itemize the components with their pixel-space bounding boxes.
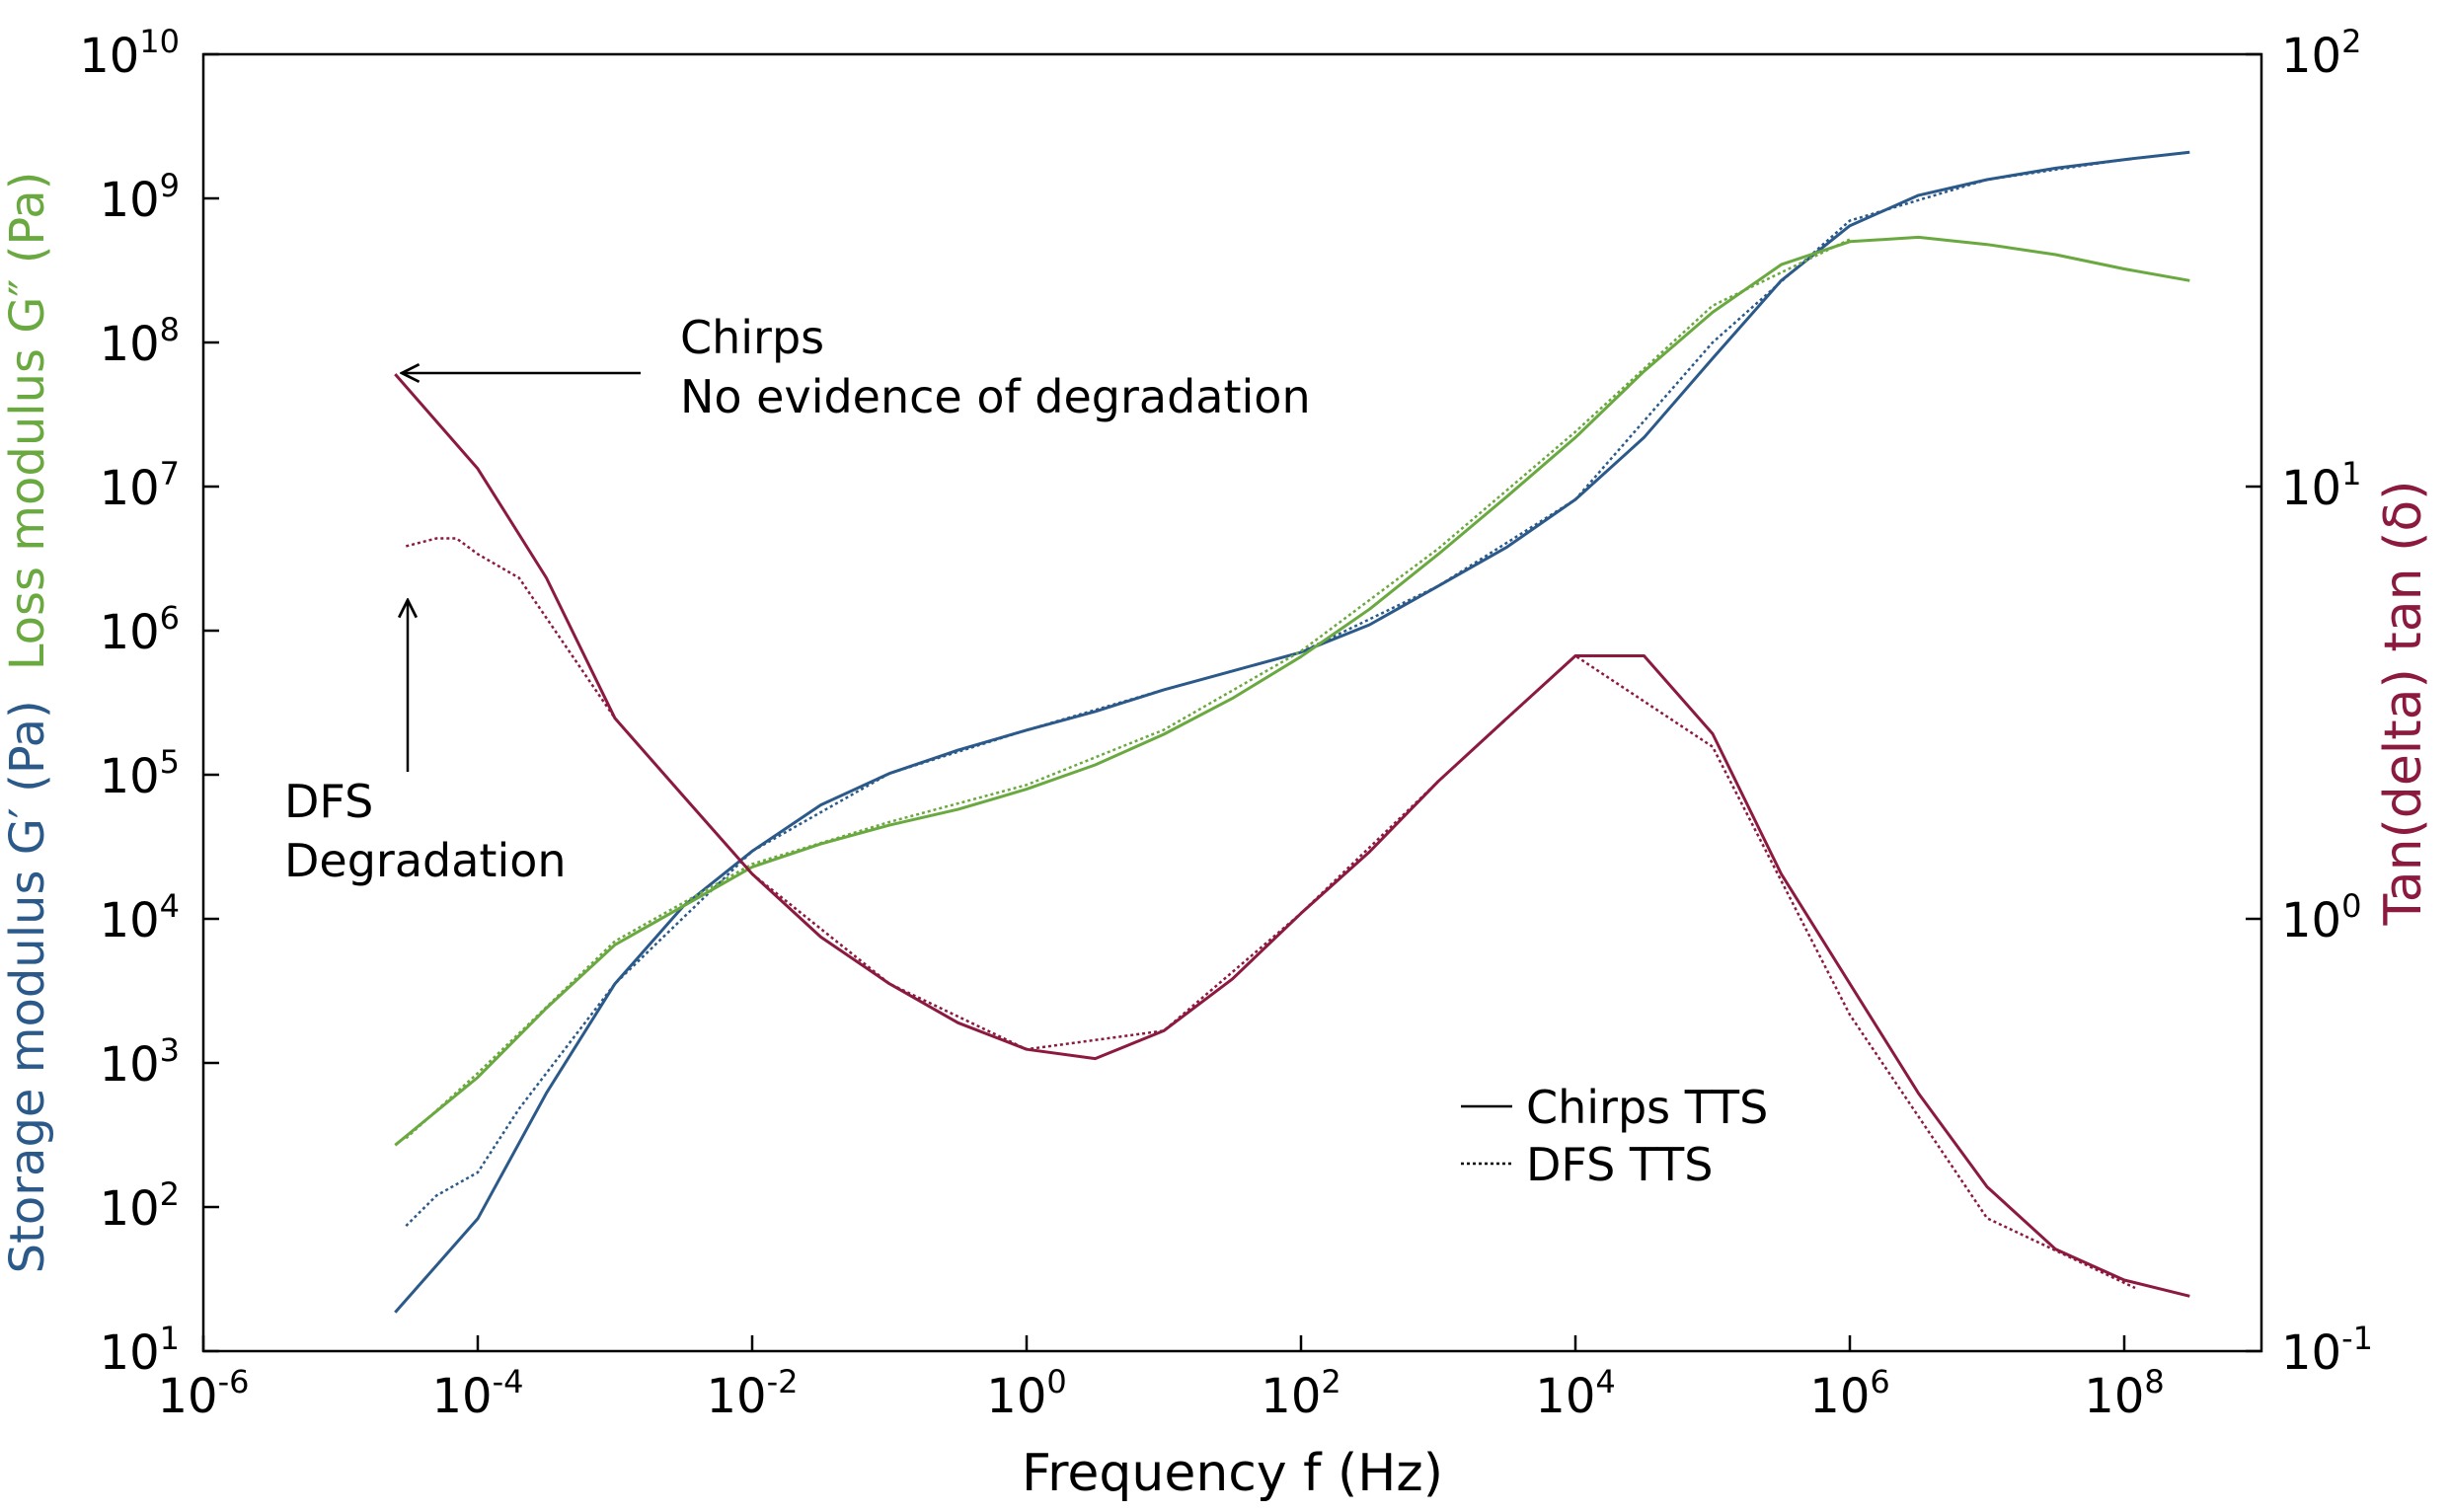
legend-label: Chirps TTS: [1526, 1081, 1768, 1134]
tick-label: 102: [2281, 23, 2361, 84]
annotation: Degradation: [284, 834, 567, 887]
tick-label: 10-1: [2281, 1320, 2373, 1381]
tick-label: 10-6: [158, 1363, 250, 1424]
tick-exponent: 0: [2341, 887, 2361, 925]
tick-label: 102: [1261, 1363, 1340, 1424]
tick-base: 10: [432, 1369, 493, 1424]
tick-label: 104: [100, 887, 180, 948]
tick-base: 10: [1261, 1369, 1321, 1424]
series-line: [405, 238, 1851, 1140]
tick-exponent: 2: [2341, 23, 2361, 60]
tick-base: 10: [1535, 1369, 1595, 1424]
tick-exponent: 4: [1595, 1363, 1615, 1400]
annotation: Chirps: [680, 311, 824, 364]
tick-base: 10: [100, 1325, 160, 1381]
series-line: [405, 151, 2190, 1227]
series-line: [405, 537, 2136, 1290]
tick-exponent: 6: [1870, 1363, 1889, 1400]
tick-base: 10: [2281, 893, 2341, 948]
tick-base: 10: [2084, 1369, 2144, 1424]
tick-exponent: 1: [160, 1320, 180, 1357]
x-axis-label: Frequency f (Hz): [1022, 1444, 1443, 1503]
tick-label: 106: [100, 599, 180, 660]
legend-label: DFS TTS: [1526, 1138, 1713, 1191]
tick-exponent: -2: [767, 1363, 799, 1400]
tick-base: 10: [100, 1037, 160, 1093]
tick-label: 102: [100, 1175, 180, 1237]
tick-label: 109: [100, 167, 180, 228]
tick-base: 10: [2281, 1325, 2341, 1381]
tick-base: 10: [100, 173, 160, 228]
tick-base: 10: [1809, 1369, 1870, 1424]
tick-exponent: 7: [160, 455, 180, 492]
tick-exponent: 4: [160, 887, 180, 925]
tick-base: 10: [100, 461, 160, 516]
series-line: [394, 150, 2190, 1314]
tick-base: 10: [986, 1369, 1046, 1424]
tick-label: 107: [100, 455, 180, 516]
tick-label: 108: [2084, 1363, 2164, 1424]
annotation: DFS: [284, 775, 373, 828]
tick-base: 10: [100, 317, 160, 372]
y-axis-label-part: Storage modulus G′ (Pa): [0, 700, 55, 1273]
tick-label: 10-2: [707, 1363, 799, 1424]
tick-base: 10: [2281, 461, 2341, 516]
tick-exponent: 5: [160, 743, 180, 781]
tick-exponent: -4: [493, 1363, 524, 1400]
tick-exponent: 3: [160, 1031, 180, 1069]
tick-label: 1010: [79, 23, 180, 84]
tick-base: 10: [79, 29, 139, 84]
tick-exponent: -1: [2341, 1320, 2373, 1357]
y-axis-label: Storage modulus G′ (Pa) Loss modulus G″ (…: [0, 172, 55, 1274]
tick-exponent: 10: [139, 23, 180, 60]
tick-base: 10: [2281, 29, 2341, 84]
tick-label: 100: [986, 1363, 1066, 1424]
tick-label: 108: [100, 311, 180, 372]
tick-base: 10: [100, 893, 160, 948]
tick-exponent: 1: [2341, 455, 2361, 492]
tick-label: 103: [100, 1031, 180, 1093]
series-line: [394, 235, 2190, 1147]
tick-exponent: 9: [160, 167, 180, 204]
tick-label: 104: [1535, 1363, 1615, 1424]
tick-label: 101: [100, 1320, 180, 1381]
plot-frame: [201, 52, 2263, 1353]
y2-axis-label: Tan(delta) tan (δ): [2374, 481, 2433, 927]
tick-exponent: -6: [218, 1363, 250, 1400]
tick-exponent: 6: [160, 599, 180, 637]
tick-base: 10: [100, 605, 160, 660]
tick-base: 10: [707, 1369, 767, 1424]
tick-base: 10: [158, 1369, 218, 1424]
tick-base: 10: [100, 749, 160, 804]
tick-exponent: 0: [1046, 1363, 1066, 1400]
tick-base: 10: [100, 1181, 160, 1237]
tick-exponent: 8: [160, 311, 180, 348]
tick-label: 10-4: [432, 1363, 524, 1424]
tick-exponent: 2: [1321, 1363, 1340, 1400]
series-line: [394, 373, 2190, 1298]
tick-exponent: 2: [160, 1175, 180, 1213]
y-axis-label-part: Loss modulus G″ (Pa): [0, 172, 55, 671]
tick-exponent: 8: [2144, 1363, 2164, 1400]
tick-label: 101: [2281, 455, 2361, 516]
annotation: No evidence of degradation: [680, 370, 1311, 423]
tick-label: 106: [1809, 1363, 1889, 1424]
tick-label: 100: [2281, 887, 2361, 948]
tick-label: 105: [100, 743, 180, 804]
